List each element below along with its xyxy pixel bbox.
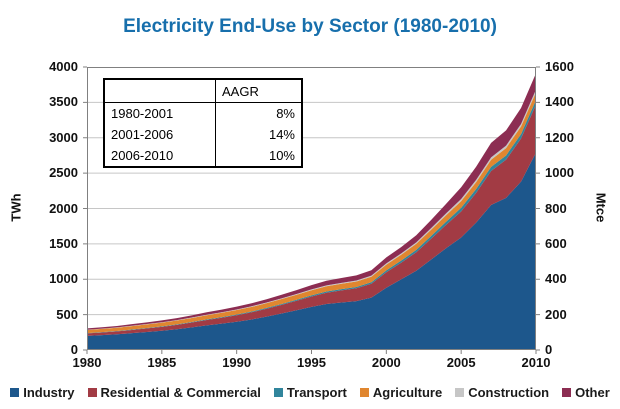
y-right-tick-label: 400	[545, 271, 567, 287]
legend-item-agriculture: Agriculture	[359, 385, 443, 400]
y-left-tick-label: 3500	[49, 94, 78, 110]
y-right-tick-label: 800	[545, 200, 567, 216]
legend-swatch	[359, 388, 369, 397]
legend-item-industry: Industry	[10, 385, 75, 400]
y-right-tick-label: 1000	[545, 165, 574, 181]
x-tick-label: 1985	[147, 355, 177, 370]
legend-swatch	[273, 388, 283, 397]
legend-swatch	[87, 388, 97, 397]
y-right-tick-label: 1600	[545, 59, 574, 74]
aagr-header-blank	[105, 80, 216, 103]
y-left-tick-label: 4000	[49, 59, 78, 74]
y-right-tick-label: 200	[545, 306, 567, 322]
y-right-tick-label: 1200	[545, 129, 574, 145]
y-axis-title-left: TWh	[8, 193, 24, 222]
y-left-tick-label: 1000	[49, 271, 78, 287]
y-left-tick-label: 500	[56, 306, 78, 322]
chart-legend: Industry Residential & Commercial Transpor…	[0, 385, 620, 400]
y-left-tick-label: 1500	[49, 235, 78, 251]
legend-swatch	[455, 388, 465, 397]
chart-title: Electricity End-Use by Sector (1980-2010…	[123, 16, 497, 37]
y-right-tick-label: 1400	[545, 94, 574, 110]
x-tick-label: 1995	[297, 355, 326, 370]
y-axis-title-right: Mtce	[593, 192, 609, 223]
x-tick-label: 1980	[72, 355, 102, 370]
aagr-row-period: 2006-2010	[105, 145, 216, 166]
legend-item-construction: Construction	[455, 385, 549, 400]
legend-label: Agriculture	[372, 385, 443, 400]
legend-label: Construction	[468, 385, 550, 400]
y-left-tick-label: 3000	[49, 129, 78, 145]
aagr-row-value: 14%	[268, 127, 295, 142]
x-tick-label: 2000	[371, 355, 401, 370]
y-right-tick-label: 0	[545, 342, 553, 357]
legend-label: Residential & Commercial	[100, 385, 261, 400]
legend-label: Transport	[286, 385, 347, 400]
legend-swatch	[562, 388, 572, 397]
aagr-header-label: AAGR	[216, 80, 301, 103]
x-tick-label: 2005	[446, 355, 476, 370]
aagr-row-value: 10%	[268, 148, 295, 163]
legend-swatch	[10, 388, 20, 397]
aagr-table: AAGR 1980-2001 8% 2001-2006 14% 2006-201…	[103, 78, 303, 168]
legend-item-other: Other	[562, 385, 610, 400]
y-right-tick-label: 600	[545, 235, 567, 251]
x-tick-label: 2010	[521, 355, 551, 370]
x-tick-label: 1990	[222, 355, 252, 370]
legend-item-transport: Transport	[273, 385, 347, 400]
aagr-row-period: 2001-2006	[105, 124, 216, 145]
legend-label: Industry	[23, 385, 75, 400]
plot-border	[87, 67, 536, 350]
y-left-tick-label: 2500	[49, 165, 78, 181]
area-industry	[87, 152, 536, 350]
aagr-row-value: 8%	[276, 106, 295, 121]
aagr-row-period: 1980-2001	[105, 103, 216, 124]
y-left-tick-label: 0	[70, 342, 78, 357]
legend-label: Other	[575, 385, 610, 400]
legend-item-residential-commercial: Residential & Commercial	[87, 385, 261, 400]
y-left-tick-label: 2000	[49, 200, 78, 216]
